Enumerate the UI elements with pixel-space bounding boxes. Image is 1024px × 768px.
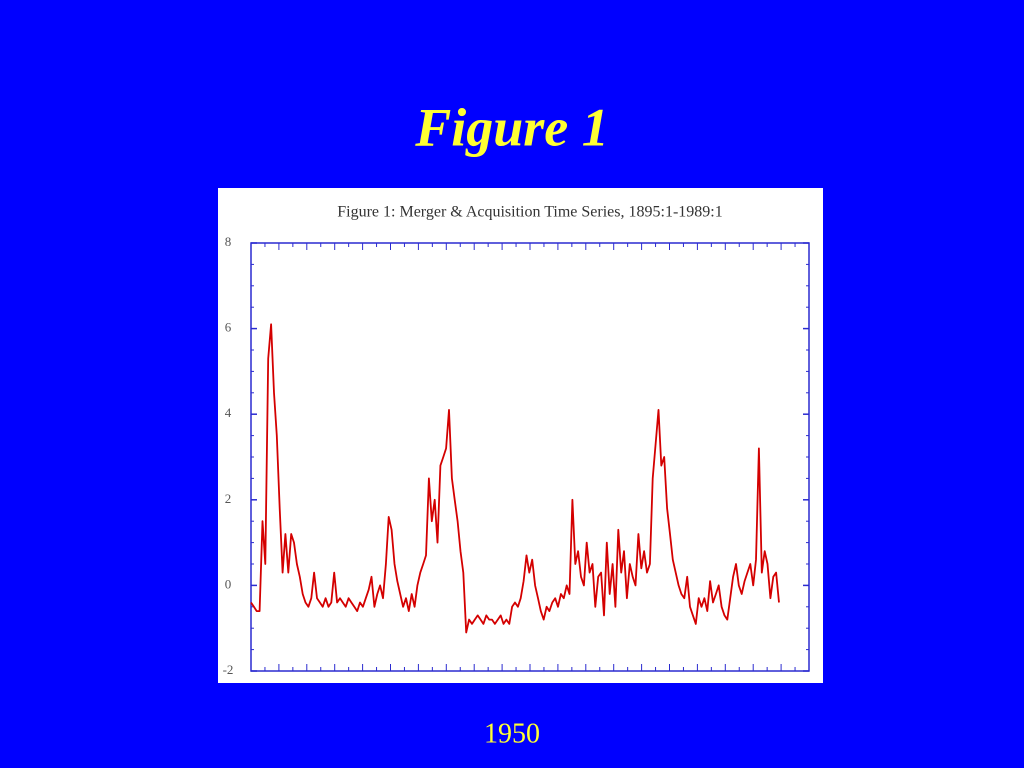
y-tick-label: -2 <box>223 662 234 677</box>
y-tick-label: 4 <box>225 405 232 420</box>
y-tick-label: 8 <box>225 234 232 249</box>
y-tick-label: 6 <box>225 320 232 335</box>
chart-background <box>218 188 823 683</box>
chart-title: Figure 1: Merger & Acquisition Time Seri… <box>337 204 722 221</box>
data-line <box>250 323 780 634</box>
y-tick-label: 2 <box>225 491 232 506</box>
footer: 1950 <box>484 718 540 749</box>
slide-title: Figure 1 <box>414 97 609 157</box>
y-tick-label: 0 <box>225 576 232 591</box>
